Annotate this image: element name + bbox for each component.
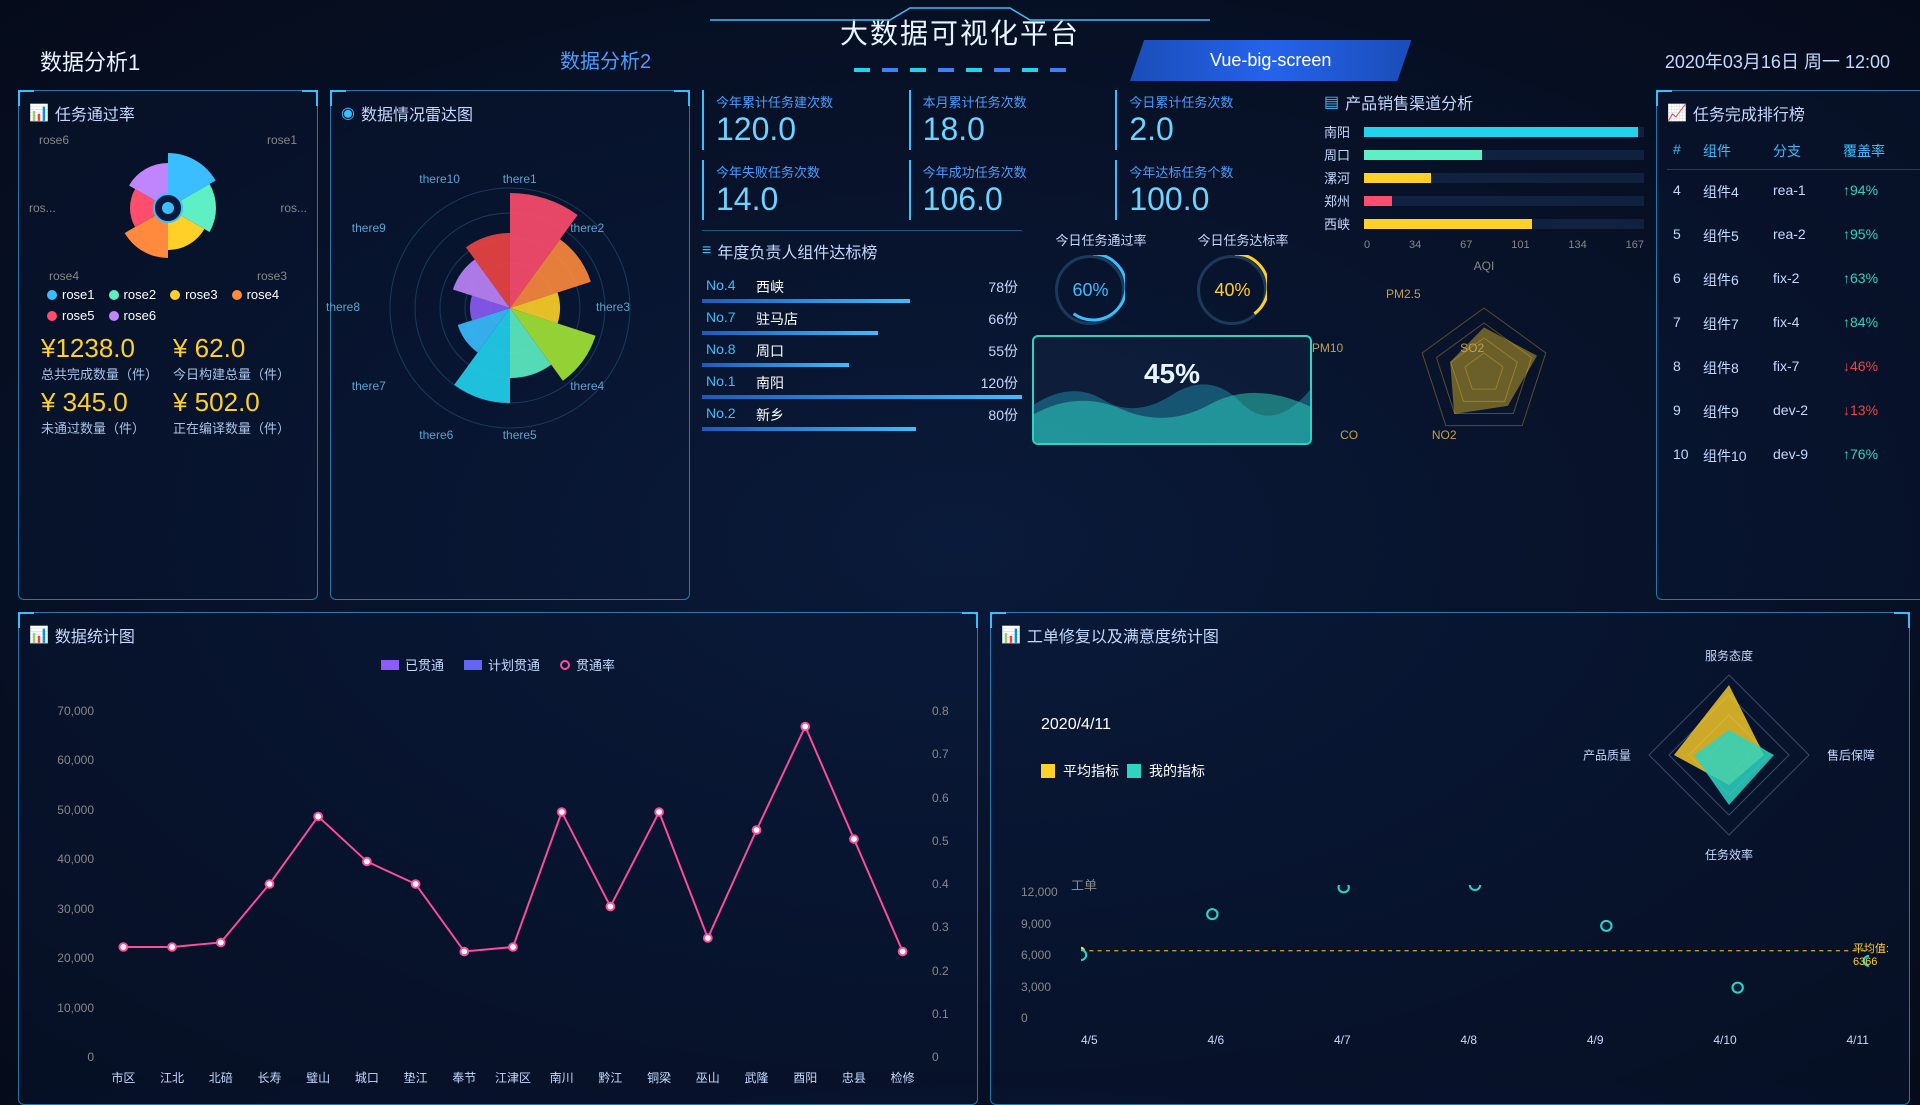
hbar-row: 南阳 [1324,122,1644,141]
panel-title: 年度负责人组件达标榜 [717,239,877,263]
bar-chart: 010,00020,00030,00040,00050,00060,00070,… [29,674,967,1094]
panel-data-radar: ◉ 数据情况雷达图 there1there2there3there4there5t… [330,90,690,600]
legend-item: rose3 [170,287,218,302]
table-row: 8组件8fix-746% [1667,346,1920,390]
legend-item: 计划贯通 [464,655,540,674]
legend-item: rose5 [47,308,95,323]
chart-icon: 📊 [29,103,49,123]
radar-icon: ◉ [341,103,355,123]
legend-item: 贯通率 [560,655,615,674]
center-column: 今年累计任务建次数120.0本月累计任务次数18.0今日累计任务次数2.0 今年… [702,90,1312,600]
rank-row: No.2新乡80份 [702,399,1022,431]
satisfaction-radar: 2020/4/11 平均指标我的指标 服务态度售后保障任务效率产品质量 [1001,655,1899,855]
avg-label: 平均值: 6366 [1853,940,1889,968]
kpi-row-2: 今年失败任务次数14.0今年成功任务次数106.0今年达标任务个数100.0 [702,160,1312,220]
panel-task-pass-rate: 📊 任务通过率 rose6rose1 ros...ros... rose4rose… [18,90,318,600]
table-row: 7组件7fix-484% [1667,302,1920,346]
panel-title: 任务通过率 [55,101,135,125]
table-row: 9组件9dev-213% [1667,390,1920,434]
legend-item: 平均指标 [1041,756,1119,786]
wave-panel: 45% [1032,335,1312,445]
panel-task-ranking: 📈 任务完成排行榜 #组件分支覆盖率 4组件4rea-194%5组件5rea-29… [1656,90,1920,600]
stat-block: ¥ 345.0未通过数量（件） [41,387,163,437]
table-row: 6组件6fix-263% [1667,258,1920,302]
kpi-card: 今日累计任务次数2.0 [1115,90,1312,150]
gauge: 今日任务达标率 40% [1197,230,1288,325]
kpi-card: 今年达标任务个数100.0 [1115,160,1312,220]
legend-item: 我的指标 [1127,756,1205,786]
panel-title: 数据情况雷达图 [361,101,473,125]
table-row: 4组件4rea-194% [1667,170,1920,214]
gauge: 今日任务通过率 60% [1055,230,1146,325]
list-icon: ≡ [702,242,711,260]
header-decoration [710,5,1210,25]
panel-title: 数据统计图 [55,623,135,647]
trend-icon: 📈 [1667,103,1687,123]
rank-row: No.8周口55份 [702,335,1022,367]
legend-item: rose2 [109,287,157,302]
stat-block: ¥1238.0总共完成数量（件） [41,333,163,383]
wave-value: 45% [1144,358,1200,390]
kpi-row-1: 今年累计任务建次数120.0本月累计任务次数18.0今日累计任务次数2.0 [702,90,1312,150]
aqi-label: AQI [1324,259,1644,273]
table-row: 5组件5rea-295% [1667,214,1920,258]
kpi-card: 今年成功任务次数106.0 [909,160,1106,220]
legend-item: rose4 [232,287,280,302]
hbar-row: 周口 [1324,145,1644,164]
panel-title: 产品销售渠道分析 [1345,90,1473,114]
chart-icon: 📊 [29,625,49,645]
tab-analysis-2[interactable]: 数据分析2 [560,45,651,74]
kpi-card: 今年累计任务建次数120.0 [702,90,899,150]
stat-block: ¥ 62.0今日构建总量（件） [173,333,295,383]
date-label: 2020/4/11 [1041,716,1205,734]
table-row: 10组件10dev-976% [1667,434,1920,478]
header-dots [854,68,1066,72]
header: 大数据可视化平台 数据分析1 数据分析2 Vue-big-screen 2020… [0,0,1920,90]
rank-row: No.1南阳120份 [702,367,1022,399]
rose-chart: rose6rose1 ros...ros... rose4rose3 [29,133,307,283]
kpi-card: 今年失败任务次数14.0 [702,160,899,220]
hbar-row: 漯河 [1324,168,1644,187]
bars-icon: ▤ [1324,92,1339,112]
legend-item: rose1 [47,287,95,302]
aqi-radar: PM2.5SO2NO2COPM10 [1324,273,1644,473]
tab-analysis-1[interactable]: 数据分析1 [40,45,140,77]
panel-title: 任务完成排行榜 [1693,101,1805,125]
panel-work-order: 📊 工单修复以及满意度统计图 2020/4/11 平均指标我的指标 [990,612,1910,1105]
chart-icon: 📊 [1001,625,1021,645]
hbar-row: 郑州 [1324,191,1644,210]
gauges: 今日任务通过率 60% 今日任务达标率 40% [1032,230,1312,325]
hbar-row: 西峡 [1324,214,1644,233]
rank-table: #组件分支覆盖率 4组件4rea-194%5组件5rea-295%6组件6fix… [1667,133,1920,478]
kpi-card: 本月累计任务次数18.0 [909,90,1106,150]
panel-data-stats: 📊 数据统计图 已贯通 计划贯通 贯通率 010,00020,00030,00040,… [18,612,978,1105]
legend-item: 已贯通 [381,655,444,674]
rank-panel: ≡ 年度负责人组件达标榜 No.4西峡78份No.7驻马店66份No.8周口55份… [702,230,1022,431]
tab-vue-big-screen[interactable]: Vue-big-screen [1130,40,1411,81]
rose-legend: rose1 rose2 rose3 rose4 rose5 rose6 [29,283,307,327]
datetime: 2020年03月16日 周一 12:00 [1665,48,1890,74]
work-order-line-chart: 工单 03,0006,0009,00012,000 4/54/64/74/84/… [1001,865,1899,1055]
rank-row: No.7驻马店66份 [702,303,1022,335]
rank-row: No.4西峡78份 [702,271,1022,303]
rose-stats: ¥1238.0总共完成数量（件）¥ 62.0今日构建总量（件）¥ 345.0未通… [29,327,307,443]
panel-title: 工单修复以及满意度统计图 [1027,623,1219,647]
bar-chart-legend: 已贯通 计划贯通 贯通率 [29,655,967,674]
stat-block: ¥ 502.0正在编译数量（件） [173,387,295,437]
panel-sales-channel: ▤产品销售渠道分析 南阳周口漯河郑州西峡 03467101134167 AQI … [1324,90,1644,600]
radar-chart: there1there2there3there4there5there6ther… [341,133,679,483]
legend-item: rose6 [109,308,157,323]
